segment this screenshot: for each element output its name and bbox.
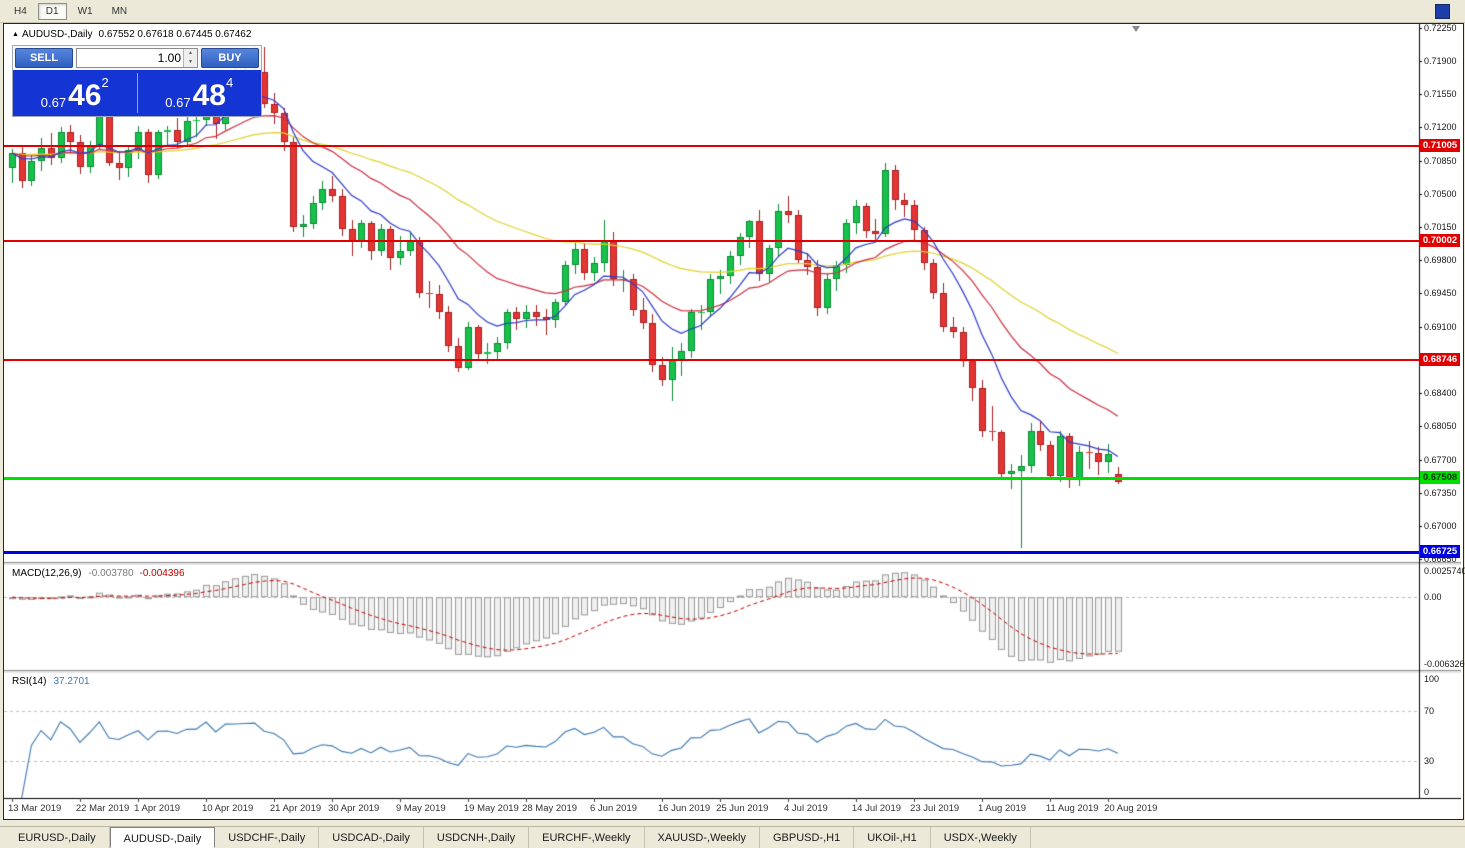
timeframe-button-w1[interactable]: W1 (70, 3, 101, 20)
buy-price-prefix: 0.67 (165, 95, 191, 110)
volume-decrease-button[interactable]: ▼ (184, 58, 197, 67)
trade-panel-divider (136, 73, 138, 113)
buy-price-pipette: 4 (225, 75, 234, 90)
buy-price-display[interactable]: 0.67 48 4 (138, 70, 262, 116)
rsi-label: RSI(14) (12, 676, 47, 687)
tab-ukoil-h1[interactable]: UKOil-,H1 (854, 827, 931, 848)
timeframe-button-mn[interactable]: MN (104, 3, 136, 20)
chart-window: ▲ AUDUSD-,Daily 0.67552 0.67618 0.67445 0.… (3, 23, 1465, 820)
tab-usdcnh-daily[interactable]: USDCNH-,Daily (424, 827, 530, 848)
macd-main-value: -0.003780 (88, 568, 134, 579)
sell-price-prefix: 0.67 (40, 95, 67, 110)
volume-increase-button[interactable]: ▲ (184, 49, 197, 58)
tab-xauusd-weekly[interactable]: XAUUSD-,Weekly (645, 827, 760, 848)
sell-price-pipette: 2 (101, 75, 109, 90)
sell-button[interactable]: SELL (15, 48, 73, 68)
tab-gbpusd-h1[interactable]: GBPUSD-,H1 (760, 827, 855, 848)
timeframe-button-d1[interactable]: D1 (37, 2, 67, 20)
sell-price-big-digits: 46 (68, 79, 102, 112)
support-line-current[interactable] (4, 477, 1419, 480)
tab-usdx-weekly[interactable]: USDX-,Weekly (931, 827, 1031, 848)
timeframe-button-h4[interactable]: H4 (6, 3, 35, 20)
volume-input[interactable] (77, 49, 185, 67)
chart-title: ▲ AUDUSD-,Daily 0.67552 0.67618 0.67445 0.… (12, 29, 251, 40)
tab-audusd-daily[interactable]: AUDUSD-,Daily (109, 827, 216, 848)
trade-price-row: 0.67 46 2 0.67 48 4 (13, 70, 261, 116)
chart-ohlc-values: 0.67552 0.67618 0.67445 0.67462 (98, 29, 252, 40)
support-line-lower[interactable] (4, 551, 1419, 554)
buy-button[interactable]: BUY (201, 48, 259, 68)
macd-signal-value: -0.004396 (139, 568, 185, 579)
tab-usdchf-daily[interactable]: USDCHF-,Daily (215, 827, 320, 848)
timeframe-toolbar: H4 D1 W1 MN (0, 0, 1465, 23)
rsi-pane-label: RSI(14) 37.2701 (12, 676, 90, 687)
tab-eurusd-daily[interactable]: EURUSD-,Daily (5, 827, 110, 848)
chart-symbol-period: AUDUSD-,Daily (21, 29, 93, 40)
resistance-line-3[interactable] (4, 359, 1419, 361)
resistance-line-2[interactable] (4, 240, 1419, 242)
chart-collapse-icon[interactable]: ▲ (12, 31, 19, 38)
chart-shift-marker[interactable] (1132, 26, 1140, 32)
resistance-line-1[interactable] (4, 145, 1419, 147)
window-icon[interactable] (1435, 4, 1450, 19)
price-chart-canvas[interactable] (4, 24, 1461, 819)
tab-usdcad-daily[interactable]: USDCAD-,Daily (319, 827, 424, 848)
buy-price-big-digits: 48 (192, 79, 226, 112)
volume-field: ▲ ▼ (76, 48, 198, 68)
sell-price-display[interactable]: 0.67 46 2 (13, 70, 137, 116)
rsi-value: 37.2701 (53, 676, 90, 687)
macd-pane-label: MACD(12,26,9) -0.003780 -0.004396 (12, 568, 185, 579)
tab-eurchf-weekly[interactable]: EURCHF-,Weekly (529, 827, 645, 848)
volume-spinner: ▲ ▼ (183, 49, 197, 67)
chart-tabs-bar: EURUSD-,Daily AUDUSD-,Daily USDCHF-,Dail… (0, 826, 1465, 848)
macd-label: MACD(12,26,9) (12, 568, 82, 579)
